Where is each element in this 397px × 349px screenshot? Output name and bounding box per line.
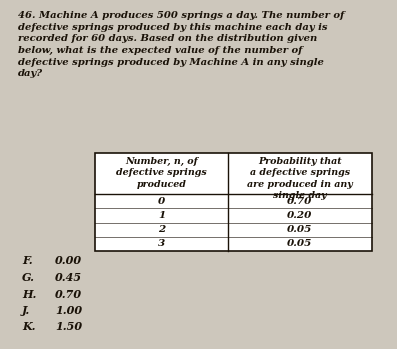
Text: Probability that
a defective springs
are produced in any
single day: Probability that a defective springs are… xyxy=(247,157,353,200)
Text: 0.20: 0.20 xyxy=(287,211,313,220)
Text: F.: F. xyxy=(22,255,33,267)
Text: H.: H. xyxy=(22,289,37,299)
Text: 1.50: 1.50 xyxy=(55,321,82,333)
Text: 0.05: 0.05 xyxy=(287,225,313,234)
Text: 0.70: 0.70 xyxy=(55,289,82,299)
Text: J.: J. xyxy=(22,305,30,316)
Text: 0.70: 0.70 xyxy=(287,196,313,206)
Text: 0.00: 0.00 xyxy=(55,255,82,267)
Text: 1.00: 1.00 xyxy=(55,305,82,316)
Text: 0.05: 0.05 xyxy=(287,239,313,248)
Text: 0.45: 0.45 xyxy=(55,272,82,283)
Text: Number, n, of
defective springs
produced: Number, n, of defective springs produced xyxy=(116,157,207,189)
Text: K.: K. xyxy=(22,321,35,333)
Text: 0: 0 xyxy=(158,196,165,206)
Text: 46. Machine A produces 500 springs a day. The number of
defective springs produc: 46. Machine A produces 500 springs a day… xyxy=(18,11,344,78)
Text: 2: 2 xyxy=(158,225,165,234)
Bar xyxy=(95,153,372,251)
Text: G.: G. xyxy=(22,272,35,283)
Text: 3: 3 xyxy=(158,239,165,248)
Text: 1: 1 xyxy=(158,211,165,220)
